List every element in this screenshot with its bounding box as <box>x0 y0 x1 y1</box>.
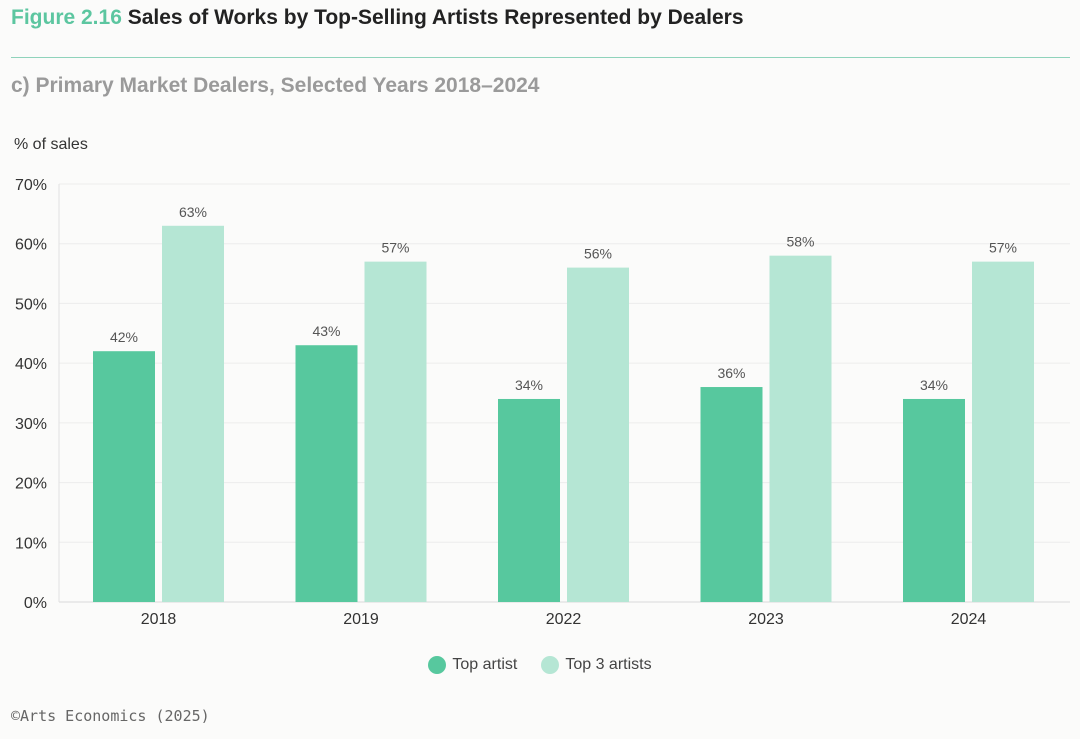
legend-label-top-artist: Top artist <box>452 656 518 673</box>
data-label: 43% <box>312 323 340 339</box>
chart-legend: Top artist Top 3 artists <box>0 656 1080 674</box>
data-label: 34% <box>920 377 948 393</box>
y-axis-label: % of sales <box>14 136 88 153</box>
x-tick-label: 2023 <box>748 611 784 628</box>
data-label: 57% <box>381 240 409 256</box>
bar-chart: 0% 10% 20% 30% 40% 50% 60% 70% 42% 63% 2018 43% 57% 2… <box>15 177 1070 628</box>
chart-subtitle: c) Primary Market Dealers, Selected Year… <box>11 74 540 97</box>
data-label: 42% <box>110 329 138 345</box>
legend-label-top-3-artists: Top 3 artists <box>565 656 652 673</box>
y-tick-label: 50% <box>15 296 47 313</box>
title-divider <box>11 57 1070 58</box>
y-tick-label: 30% <box>15 416 47 433</box>
x-tick-label: 2024 <box>951 611 987 628</box>
data-label: 63% <box>179 204 207 220</box>
bar-top-3-artists <box>364 261 427 602</box>
bar-top-3-artists <box>972 261 1034 602</box>
data-label: 36% <box>717 365 745 381</box>
y-tick-label: 20% <box>15 476 47 493</box>
bar-top-artist <box>498 398 560 602</box>
legend-swatch-top-3-artists <box>541 656 560 674</box>
bar-top-artist <box>93 351 155 602</box>
y-tick-label: 0% <box>24 595 47 612</box>
data-label: 58% <box>786 234 814 250</box>
x-tick-label: 2022 <box>546 611 582 628</box>
figure-number: Figure 2.16 <box>11 6 122 29</box>
y-tick-label: 10% <box>15 535 47 552</box>
y-tick-label: 60% <box>15 237 47 254</box>
y-tick-label: 70% <box>15 177 47 194</box>
bar-top-artist <box>700 387 763 602</box>
bar-top-3-artists <box>567 267 629 602</box>
bar-top-3-artists <box>769 255 832 602</box>
legend-swatch-top-artist <box>428 656 447 674</box>
data-label: 34% <box>515 377 543 393</box>
figure-title: Figure 2.16 Sales of Works by Top-Sellin… <box>11 6 744 30</box>
source-credit: ©Arts Economics (2025) <box>11 707 210 725</box>
data-label: 57% <box>989 240 1017 256</box>
y-tick-label: 40% <box>15 356 47 373</box>
legend-item-top-artist: Top artist <box>428 656 517 674</box>
bar-top-artist <box>903 398 965 602</box>
figure-title-text: Sales of Works by Top-Selling Artists Re… <box>127 6 744 29</box>
legend-item-top-3-artists: Top 3 artists <box>541 656 652 674</box>
x-tick-label: 2019 <box>343 611 379 628</box>
bar-top-3-artists <box>162 225 224 603</box>
bar-top-artist <box>295 345 358 602</box>
x-tick-label: 2018 <box>141 611 177 628</box>
data-label: 56% <box>584 246 612 262</box>
